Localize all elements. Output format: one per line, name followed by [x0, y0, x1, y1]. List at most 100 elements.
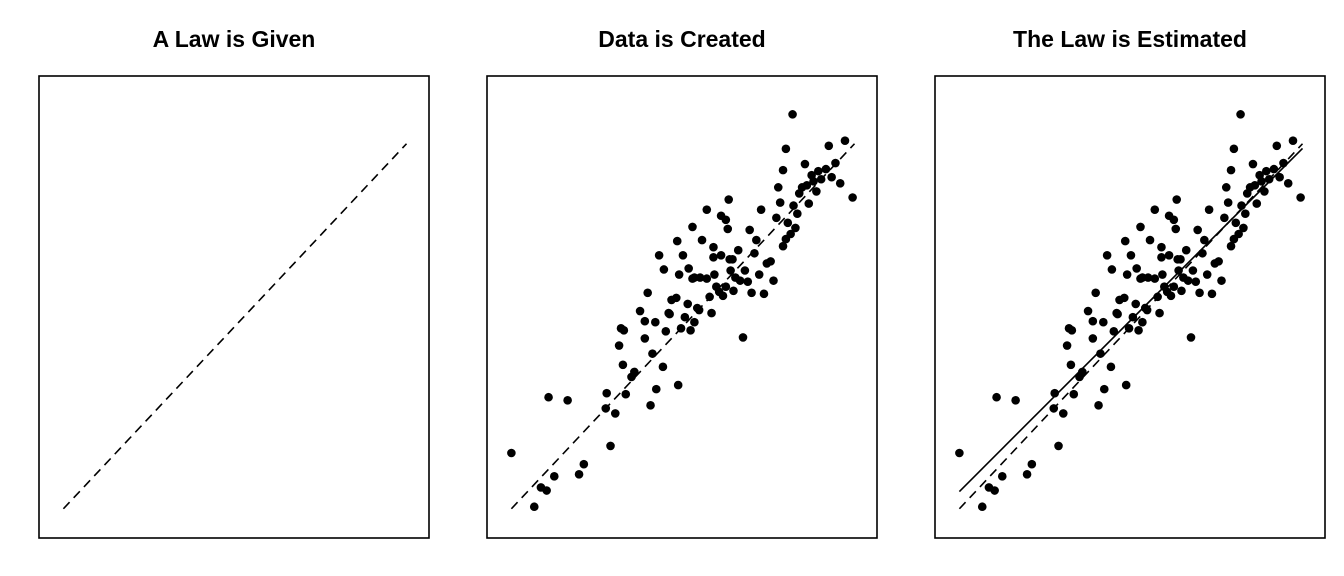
data-point [1155, 308, 1164, 318]
data-point [786, 229, 795, 239]
data-point [824, 141, 834, 151]
data-point [1142, 305, 1152, 315]
panel-title: A Law is Given [153, 26, 316, 52]
data-point [529, 502, 539, 512]
data-point [674, 270, 684, 279]
data-point [1107, 265, 1117, 274]
data-point [563, 395, 572, 405]
law-lines [62, 143, 408, 510]
data-point [1181, 245, 1191, 255]
data-point [1288, 136, 1298, 146]
data-point [1279, 158, 1288, 168]
data-point [606, 441, 615, 451]
data-point [793, 209, 802, 219]
data-point [848, 193, 857, 202]
data-point [697, 235, 707, 245]
data-point [630, 367, 639, 377]
data-point [1188, 266, 1198, 275]
data-point [507, 448, 516, 458]
data-point [1264, 174, 1274, 184]
data-point [955, 448, 964, 458]
data-point [695, 273, 705, 282]
data-point [1191, 277, 1201, 286]
data-point [802, 181, 812, 190]
data-point [1193, 225, 1202, 235]
data-point [671, 293, 681, 303]
data-point [1261, 166, 1271, 176]
data-point [646, 401, 655, 410]
data-point [1113, 309, 1122, 319]
data-point [1134, 326, 1143, 335]
data-point [610, 409, 620, 418]
data-point [1088, 316, 1098, 326]
data-point [783, 218, 793, 228]
data-point [1109, 327, 1119, 336]
panel-law-given: A Law is Given [38, 26, 430, 539]
data-point [754, 270, 764, 279]
data-point [659, 265, 669, 274]
data-point [1283, 179, 1293, 188]
data-point [1099, 384, 1109, 394]
data-point [1195, 288, 1204, 298]
data-point [1214, 257, 1223, 266]
plot-frame [934, 75, 1326, 539]
data-points [507, 110, 857, 512]
data-point [781, 144, 791, 154]
data-point [1257, 176, 1266, 186]
data-point [651, 384, 661, 394]
data-point [640, 334, 650, 343]
true-law-line [62, 143, 408, 510]
data-point [1229, 144, 1239, 154]
data-point [821, 164, 831, 174]
data-point [1132, 264, 1141, 273]
data-point [738, 333, 748, 342]
data-point [1207, 289, 1217, 299]
data-point [1198, 248, 1207, 258]
data-point [1226, 241, 1236, 251]
data-point [1226, 165, 1236, 175]
data-point [1069, 389, 1079, 399]
data-point [1183, 276, 1193, 285]
data-point [1124, 323, 1134, 333]
data-point [1150, 205, 1160, 214]
data-point [816, 174, 826, 184]
plot-frame [486, 75, 878, 539]
data-point [1269, 164, 1279, 174]
data-point [1220, 213, 1229, 223]
data-point [800, 159, 810, 169]
data-point [601, 404, 611, 413]
data-point [1088, 334, 1098, 343]
data-point [729, 286, 738, 296]
data-point [789, 201, 798, 210]
data-point [1094, 401, 1103, 410]
data-point [1096, 349, 1105, 358]
data-point [747, 288, 756, 298]
data-point [654, 250, 664, 260]
data-point [1145, 235, 1155, 245]
data-point [997, 472, 1007, 481]
data-point [1272, 141, 1282, 151]
data-point [614, 341, 624, 350]
data-point [831, 158, 840, 168]
data-point [1062, 341, 1072, 350]
data-point [1169, 282, 1179, 292]
data-point [1157, 242, 1166, 252]
data-point [673, 380, 683, 390]
data-point [1106, 362, 1116, 372]
data-point [651, 317, 660, 327]
data-point [1200, 235, 1209, 245]
data-point [1083, 306, 1093, 316]
data-point [1138, 317, 1147, 327]
data-point [1217, 276, 1226, 285]
data-point [702, 205, 712, 214]
plot-frame [38, 75, 430, 539]
data-point [766, 257, 775, 266]
data-point [1078, 367, 1087, 377]
data-point [1223, 198, 1233, 207]
data-point [772, 213, 781, 223]
data-point [1157, 253, 1166, 262]
data-point [735, 276, 745, 285]
data-point [1058, 409, 1068, 418]
data-point [718, 291, 728, 301]
data-point [724, 195, 734, 204]
